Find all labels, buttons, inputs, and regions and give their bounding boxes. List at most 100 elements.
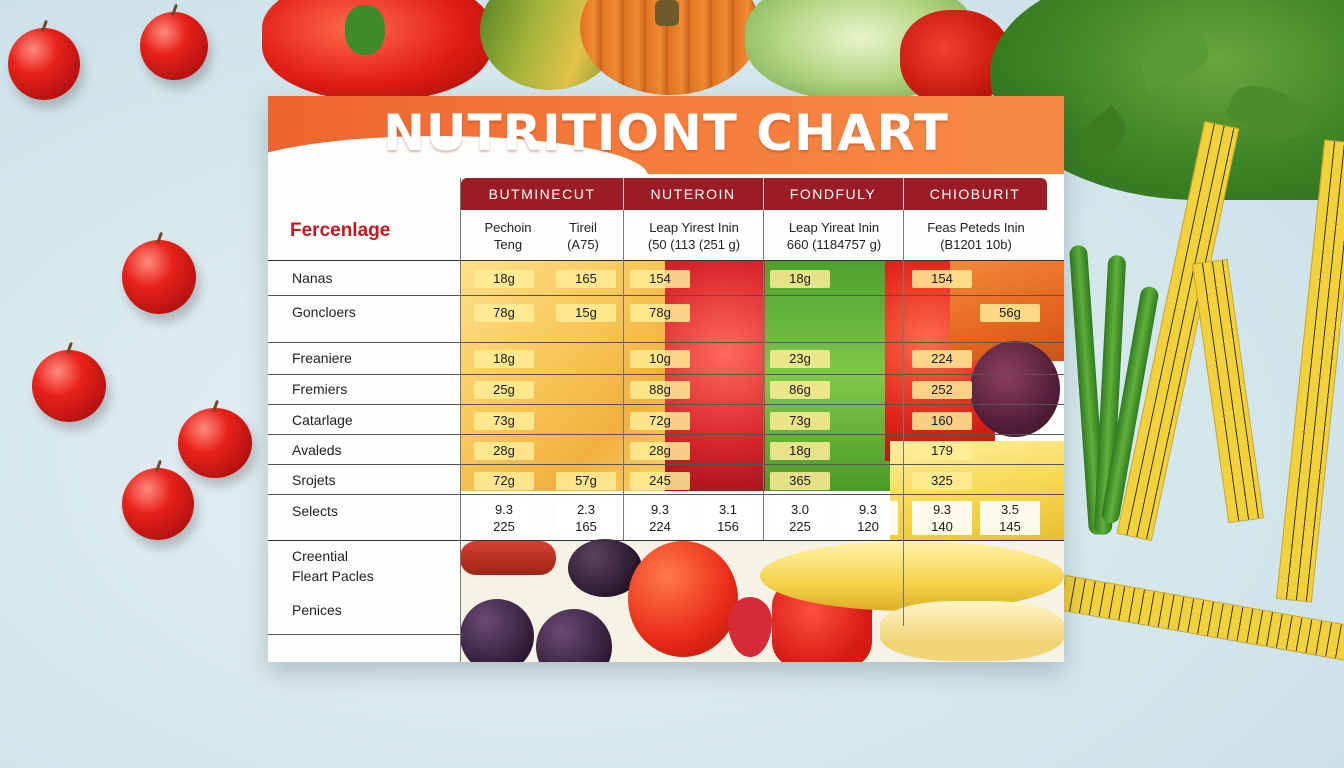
table-cell: 252	[912, 381, 972, 399]
column-header: BUTMINECUT	[461, 178, 623, 210]
table-cell: 28g	[474, 442, 534, 460]
table-cell: 56g	[980, 304, 1040, 322]
table-cell: 154	[912, 270, 972, 288]
column-header-label: BUTMINECUT	[488, 186, 596, 202]
pepper-stem	[345, 5, 385, 55]
table-cell: 73g	[770, 412, 830, 430]
cherry-tomato	[140, 12, 208, 80]
table-cell: 154	[630, 270, 690, 288]
table-cell: 23g	[770, 350, 830, 368]
pumpkin-stem	[655, 0, 679, 26]
header-divider	[623, 178, 624, 210]
table-cell: 325	[912, 472, 972, 490]
row-divider	[268, 434, 1064, 435]
row-label: Catarlage	[292, 412, 353, 428]
row-divider	[268, 464, 1064, 465]
column-sublabel: Leap Yireat Inin 660 (1184757 g)	[786, 220, 882, 252]
row-divider	[268, 634, 464, 635]
table-cell: 10g	[630, 350, 690, 368]
column-divider	[460, 178, 461, 662]
table-cell: 86g	[770, 381, 830, 399]
row-label: Srojets	[292, 472, 336, 488]
row-label: Selects	[292, 503, 338, 519]
plum	[460, 599, 534, 662]
table-cell: 9.3 225	[474, 501, 534, 535]
table-cell: 3.5 145	[980, 501, 1040, 535]
column-header-label: CHIOBURIT	[929, 186, 1021, 202]
sausage	[460, 541, 556, 575]
column-sublabel: Pechoin Teng	[484, 220, 532, 252]
measuring-tape	[1191, 258, 1265, 524]
footer-label: Penices	[292, 602, 342, 618]
table-cell: 78g	[474, 304, 534, 322]
banana	[760, 541, 1064, 611]
table-cell: 165	[556, 270, 616, 288]
table-cell: 9.3 140	[912, 501, 972, 535]
column-divider	[623, 210, 624, 540]
cherry-tomato	[122, 240, 196, 314]
row-divider	[268, 342, 1064, 343]
cherry-tomato	[32, 350, 106, 422]
table-cell: 2.3 165	[556, 501, 616, 535]
table-cell: 18g	[770, 270, 830, 288]
row-label: Goncloers	[292, 304, 356, 320]
header-divider	[763, 178, 764, 210]
table-cell: 3.1 156	[698, 501, 758, 535]
table-cell: 18g	[474, 350, 534, 368]
table-cell: 72g	[630, 412, 690, 430]
row-label: Nanas	[292, 270, 333, 286]
column-header: NUTEROIN	[623, 178, 763, 210]
banana	[880, 601, 1064, 661]
table-cell: 88g	[630, 381, 690, 399]
row-label: Fremiers	[292, 381, 348, 397]
table-cell: 25g	[474, 381, 534, 399]
table-cell: 179	[912, 442, 972, 460]
tomato	[628, 541, 738, 657]
column-header: CHIOBURIT	[903, 178, 1047, 210]
cherry-tomato	[122, 468, 194, 540]
table-cell: 57g	[556, 472, 616, 490]
table-cell: 72g	[474, 472, 534, 490]
row-divider	[268, 404, 1064, 405]
column-header-label: FONDFULY	[789, 186, 877, 202]
footer-label: Fleart Pacles	[292, 568, 374, 584]
table-cell: 160	[912, 412, 972, 430]
section-label: Fercenlage	[290, 220, 391, 241]
table-cell: 3.0 225	[770, 501, 830, 535]
column-sublabel: Feas Peteds Inin (B1201 10b)	[927, 220, 1025, 252]
column-sublabel: Tireil (A75)	[567, 220, 599, 252]
table-cell: 365	[770, 472, 830, 490]
cherry-tomato	[8, 28, 80, 100]
table-cell: 78g	[630, 304, 690, 322]
nutrition-chart-card: NUTRITIONT CHART BUTMINECUT NUTEROIN FON…	[268, 96, 1064, 662]
table-cell: 18g	[474, 270, 534, 288]
green-beans	[1068, 244, 1160, 545]
column-divider	[763, 210, 764, 540]
footer-label: Creential	[292, 548, 349, 564]
strawberry	[728, 597, 772, 657]
row-label: Avaleds	[292, 442, 342, 458]
measuring-tape	[1275, 139, 1344, 603]
row-divider	[268, 374, 1064, 375]
table-cell: 9.3 120	[838, 501, 898, 535]
table-cell: 18g	[770, 442, 830, 460]
plum	[970, 341, 1060, 437]
column-sublabel: Leap Yirest Inin (50 (113 (251 g)	[647, 220, 741, 252]
column-header-label: NUTEROIN	[650, 186, 736, 202]
plum	[536, 609, 612, 662]
table-cell: 224	[912, 350, 972, 368]
header-divider	[903, 178, 904, 210]
row-divider	[268, 260, 1064, 261]
row-divider	[268, 295, 1064, 296]
cherry-tomato	[178, 408, 252, 478]
row-divider	[268, 540, 1064, 541]
chart-title: NUTRITIONT CHART	[383, 104, 949, 162]
table-cell: 28g	[630, 442, 690, 460]
table-cell: 15g	[556, 304, 616, 322]
column-divider	[903, 210, 904, 626]
row-divider	[268, 494, 1064, 495]
table-cell: 9.3 224	[630, 501, 690, 535]
column-header: FONDFULY	[763, 178, 903, 210]
table-cell: 73g	[474, 412, 534, 430]
